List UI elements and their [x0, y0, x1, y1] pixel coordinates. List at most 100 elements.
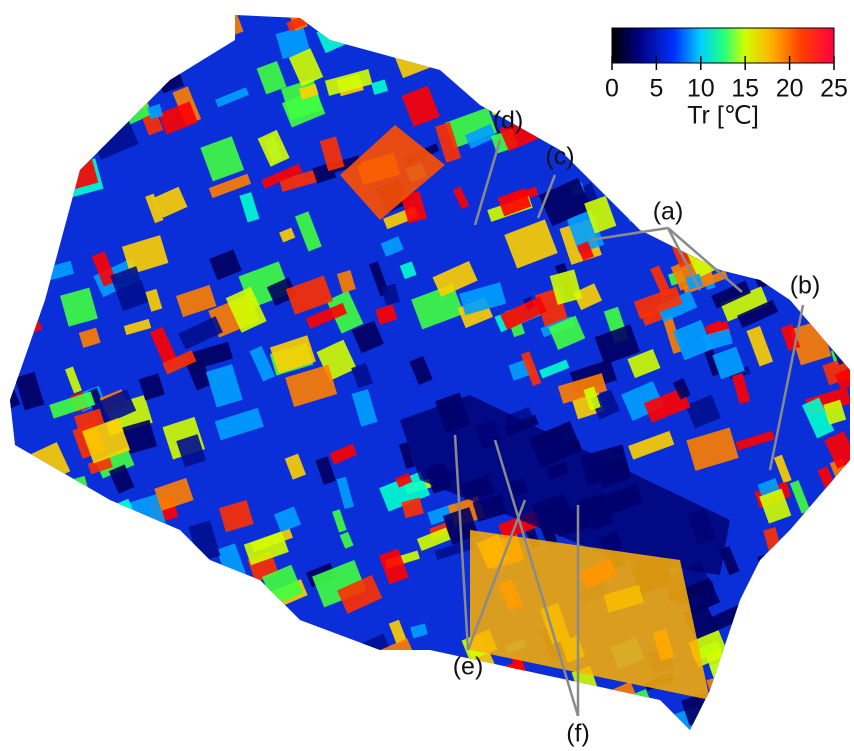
thermal-patch	[187, 641, 215, 680]
thermal-patch	[95, 581, 141, 614]
thermal-patch	[52, 561, 71, 580]
thermal-patch	[219, 717, 259, 751]
thermal-patch	[557, 27, 598, 59]
thermal-patch	[42, 725, 78, 748]
thermal-patch	[503, 0, 540, 40]
thermal-patch	[55, 536, 80, 562]
thermal-patch	[90, 0, 143, 31]
thermal-patch	[570, 75, 590, 91]
thermal-patch	[744, 629, 763, 654]
thermal-patch	[489, 705, 506, 733]
thermal-patch	[756, 200, 771, 222]
thermal-patch	[147, 650, 192, 693]
thermal-patch	[464, 0, 504, 31]
thermal-patch	[769, 121, 802, 146]
thermal-patch	[520, 36, 566, 64]
thermal-patch	[17, 212, 47, 236]
thermal-patch	[148, 566, 174, 596]
thermal-patch	[439, 28, 459, 63]
thermal-patch	[780, 620, 828, 660]
thermal-patch	[103, 622, 119, 639]
thermal-patch	[817, 675, 847, 708]
thermal-patch	[484, 692, 535, 736]
thermal-patch	[478, 51, 528, 93]
thermal-patch	[718, 2, 750, 21]
thermal-patch	[321, 661, 368, 705]
thermal-patch	[604, 114, 623, 129]
thermal-patch	[116, 72, 136, 86]
thermal-patch	[2, 93, 33, 128]
thermal-patch	[78, 131, 96, 151]
annotation-label: (a)	[653, 198, 684, 226]
thermal-patch	[443, 32, 463, 50]
thermal-patch	[811, 549, 841, 570]
thermal-patch	[143, 569, 168, 593]
thermal-patch	[117, 13, 162, 58]
thermal-patch	[467, 734, 507, 751]
thermal-patch	[389, 720, 433, 750]
thermal-patch	[95, 22, 122, 62]
thermal-patch	[216, 646, 264, 671]
thermal-patch	[741, 668, 762, 704]
thermal-patch	[62, 111, 98, 152]
thermal-patch	[621, 98, 637, 119]
thermal-patch	[50, 657, 65, 677]
thermal-patch	[775, 240, 799, 268]
thermal-patch	[660, 706, 707, 745]
thermal-patch	[534, 676, 551, 689]
thermal-patch	[66, 589, 101, 628]
thermal-patch	[246, 608, 290, 653]
thermal-patch	[783, 710, 829, 735]
colorbar-tick-label: 20	[776, 75, 804, 103]
thermal-patch	[825, 685, 854, 706]
thermal-patch	[73, 627, 120, 650]
colorbar-tick-label: 0	[605, 75, 619, 103]
thermal-patch	[101, 669, 115, 684]
thermal-patch	[767, 145, 815, 179]
thermal-patch	[235, 630, 256, 657]
thermal-patch	[761, 640, 788, 678]
thermal-patch	[837, 119, 854, 149]
thermal-patch	[28, 522, 79, 562]
thermal-patch	[802, 200, 854, 250]
thermal-patch	[829, 497, 854, 533]
thermal-patch	[315, 645, 330, 664]
thermal-patch	[2, 491, 24, 525]
thermal-patch	[8, 233, 50, 274]
thermal-patch	[742, 677, 769, 703]
thermal-patch	[379, 711, 419, 736]
thermal-patch	[353, 654, 390, 678]
thermal-patch	[121, 678, 164, 704]
thermal-patch	[522, 20, 571, 59]
thermal-patch	[700, 705, 720, 729]
thermal-patch	[137, 546, 166, 572]
annotation-label: (e)	[453, 653, 484, 681]
thermal-patch	[812, 611, 845, 636]
thermal-patch	[31, 536, 73, 562]
colorbar-label: Tr [℃]	[687, 102, 759, 130]
thermal-patch	[413, 684, 433, 715]
thermal-patch	[109, 565, 136, 594]
thermal-patch	[31, 582, 54, 610]
colorbar-tick-label: 15	[731, 75, 759, 103]
thermal-patch	[78, 631, 105, 656]
thermal-patch	[384, 709, 414, 734]
thermal-patch	[134, 653, 178, 683]
thermal-patch	[390, 9, 441, 58]
thermal-patch	[803, 115, 818, 136]
thermal-patch	[788, 161, 814, 195]
thermal-patch	[827, 535, 854, 580]
thermal-patch	[304, 734, 324, 751]
thermal-patch	[65, 655, 94, 692]
thermal-patch	[627, 62, 649, 98]
thermal-patch	[699, 220, 738, 262]
thermal-map-figure: Tr [℃] 0510152025(a)(b)(c)(d)(e)(f)	[0, 0, 854, 751]
thermal-patch	[717, 732, 743, 751]
thermal-patch	[620, 735, 641, 751]
colorbar-tick-label: 25	[820, 75, 848, 103]
thermal-patch	[800, 583, 819, 614]
thermal-patch	[36, 587, 52, 600]
thermal-patch	[612, 701, 647, 724]
colorbar	[612, 28, 834, 63]
thermal-patch	[357, 655, 378, 688]
